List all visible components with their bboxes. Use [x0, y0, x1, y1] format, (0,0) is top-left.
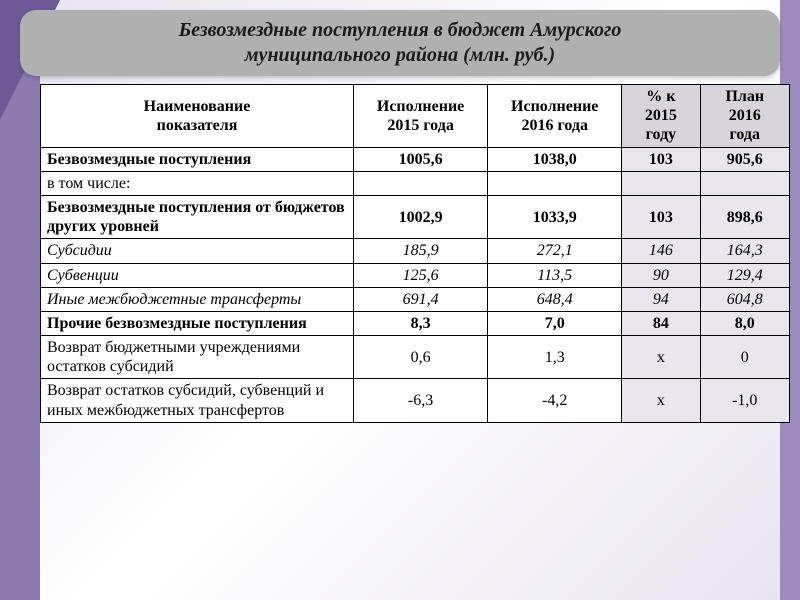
cell-2016: 1038,0 — [488, 147, 622, 171]
cell-2016: 272,1 — [488, 239, 622, 263]
cell-plan: 0 — [700, 336, 789, 379]
cell-plan: -1,0 — [700, 379, 789, 422]
cell-percent: х — [622, 379, 700, 422]
cell-2015: -6,3 — [354, 379, 488, 422]
cell-2015: 8,3 — [354, 311, 488, 335]
col-name: Наименование показателя — [41, 85, 354, 148]
cell-2016: 113,5 — [488, 263, 622, 287]
table-row: Субвенции125,6113,590129,4 — [41, 263, 790, 287]
cell-2016: 1,3 — [488, 336, 622, 379]
col-exec-2016: Исполнение 2016 года — [488, 85, 622, 148]
cell-percent: 90 — [622, 263, 700, 287]
table-row: Возврат остатков субсидий, субвенций и и… — [41, 379, 790, 422]
cell-name: Возврат остатков субсидий, субвенций и и… — [41, 379, 354, 422]
cell-2015: 1002,9 — [354, 195, 488, 238]
cell-2016: 7,0 — [488, 311, 622, 335]
cell-2015: 185,9 — [354, 239, 488, 263]
title-line-2: муниципального района (млн. руб.) — [245, 44, 555, 66]
table-row: Иные межбюджетные трансферты691,4648,494… — [41, 287, 790, 311]
table-row: в том числе: — [41, 171, 790, 195]
budget-table: Наименование показателя Исполнение 2015 … — [40, 84, 790, 423]
cell-percent — [622, 171, 700, 195]
cell-name: Безвозмездные поступления — [41, 147, 354, 171]
table-row: Безвозмездные поступления1005,61038,0103… — [41, 147, 790, 171]
col-percent: % к 2015 году — [622, 85, 700, 148]
cell-2016 — [488, 171, 622, 195]
cell-2015: 0,6 — [354, 336, 488, 379]
cell-plan: 604,8 — [700, 287, 789, 311]
col-exec-2015: Исполнение 2015 года — [354, 85, 488, 148]
cell-name: Безвозмездные поступления от бюджетов др… — [41, 195, 354, 238]
cell-plan: 129,4 — [700, 263, 789, 287]
cell-percent: 146 — [622, 239, 700, 263]
cell-percent: х — [622, 336, 700, 379]
col-plan-2016: План 2016 года — [700, 85, 789, 148]
table-row: Прочие безвозмездные поступления8,37,084… — [41, 311, 790, 335]
cell-2016: -4,2 — [488, 379, 622, 422]
cell-name: Возврат бюджетными учреждениями остатков… — [41, 336, 354, 379]
cell-percent: 103 — [622, 195, 700, 238]
table-row: Возврат бюджетными учреждениями остатков… — [41, 336, 790, 379]
cell-name: Иные межбюджетные трансферты — [41, 287, 354, 311]
cell-percent: 84 — [622, 311, 700, 335]
cell-name: Прочие безвозмездные поступления — [41, 311, 354, 335]
cell-plan: 164,3 — [700, 239, 789, 263]
page-title: Безвозмездные поступления в бюджет Амурс… — [20, 10, 780, 76]
table-row: Субсидии185,9272,1146164,3 — [41, 239, 790, 263]
cell-plan: 898,6 — [700, 195, 789, 238]
cell-2015: 125,6 — [354, 263, 488, 287]
cell-name: Субвенции — [41, 263, 354, 287]
cell-2015: 1005,6 — [354, 147, 488, 171]
cell-2016: 1033,9 — [488, 195, 622, 238]
cell-2015: 691,4 — [354, 287, 488, 311]
cell-name: Субсидии — [41, 239, 354, 263]
cell-name: в том числе: — [41, 171, 354, 195]
cell-percent: 103 — [622, 147, 700, 171]
cell-plan: 8,0 — [700, 311, 789, 335]
cell-percent: 94 — [622, 287, 700, 311]
cell-2016: 648,4 — [488, 287, 622, 311]
cell-2015 — [354, 171, 488, 195]
cell-plan: 905,6 — [700, 147, 789, 171]
cell-plan — [700, 171, 789, 195]
table-header-row: Наименование показателя Исполнение 2015 … — [41, 85, 790, 148]
table-row: Безвозмездные поступления от бюджетов др… — [41, 195, 790, 238]
title-line-1: Безвозмездные поступления в бюджет Амурс… — [179, 19, 622, 41]
